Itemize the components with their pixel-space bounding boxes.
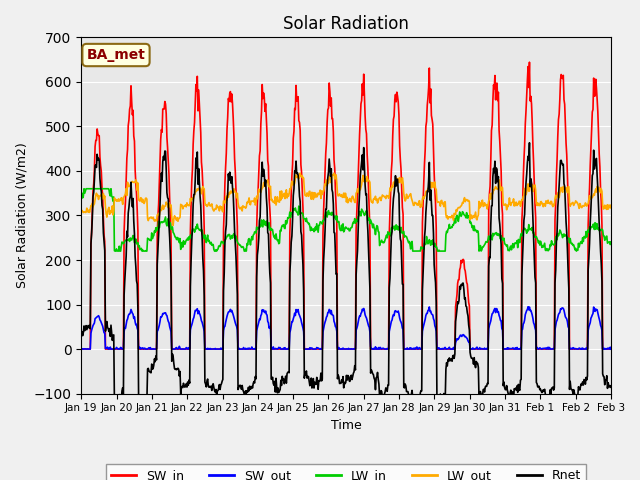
Rnet	[237, 384, 244, 390]
LW_in	[80, 186, 88, 192]
SW_out	[284, 346, 291, 352]
SW_in	[401, 346, 408, 352]
LW_in	[432, 244, 440, 250]
LW_out	[237, 204, 245, 210]
LW_in	[238, 244, 246, 250]
Line: LW_in: LW_in	[81, 189, 611, 251]
SW_in	[263, 131, 271, 137]
Rnet	[284, 371, 291, 376]
LW_out	[296, 170, 304, 176]
LW_out	[402, 197, 410, 203]
SW_in	[525, 60, 533, 65]
SW_out	[237, 346, 244, 352]
LW_out	[77, 209, 85, 215]
Text: BA_met: BA_met	[86, 48, 145, 62]
Line: SW_out: SW_out	[81, 307, 611, 349]
Title: Solar Radiation: Solar Radiation	[283, 15, 409, 33]
SW_out	[401, 346, 408, 352]
LW_out	[140, 200, 147, 205]
LW_in	[607, 239, 615, 245]
SW_out	[607, 346, 615, 352]
SW_in	[284, 346, 291, 352]
Rnet	[525, 140, 533, 145]
Y-axis label: Solar Radiation (W/m2): Solar Radiation (W/m2)	[15, 143, 28, 288]
SW_in	[77, 346, 85, 352]
LW_out	[432, 186, 440, 192]
LW_out	[170, 222, 177, 228]
SW_out	[263, 312, 271, 318]
SW_in	[140, 346, 147, 352]
Rnet	[607, 383, 615, 389]
Line: LW_out: LW_out	[81, 173, 611, 225]
SW_in	[237, 346, 244, 352]
Rnet	[407, 402, 415, 408]
Line: Rnet: Rnet	[81, 143, 611, 405]
LW_in	[264, 225, 272, 230]
SW_in	[430, 170, 438, 176]
LW_in	[141, 248, 148, 254]
LW_out	[284, 192, 292, 197]
Line: SW_in: SW_in	[81, 62, 611, 349]
Rnet	[431, 272, 438, 277]
LW_out	[264, 177, 271, 183]
Rnet	[263, 205, 271, 211]
LW_in	[77, 195, 85, 201]
Legend: SW_in, SW_out, LW_in, LW_out, Rnet: SW_in, SW_out, LW_in, LW_out, Rnet	[106, 464, 586, 480]
LW_in	[402, 233, 410, 239]
SW_out	[77, 346, 85, 352]
SW_out	[430, 318, 438, 324]
SW_in	[607, 346, 615, 352]
Rnet	[401, 385, 408, 391]
LW_out	[607, 203, 615, 208]
X-axis label: Time: Time	[331, 419, 362, 432]
Rnet	[140, 395, 147, 400]
SW_out	[140, 346, 147, 352]
LW_in	[111, 248, 119, 254]
LW_in	[285, 216, 292, 221]
Rnet	[77, 333, 85, 338]
SW_out	[524, 304, 532, 310]
